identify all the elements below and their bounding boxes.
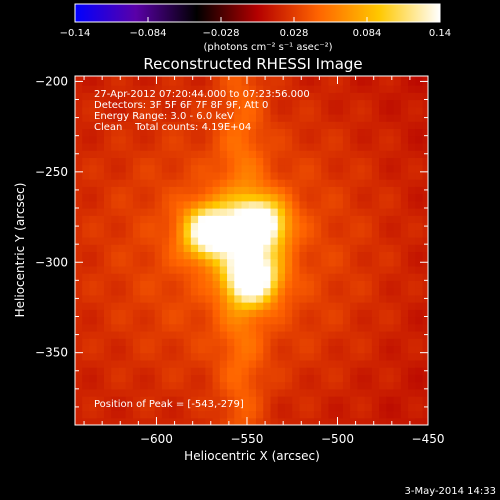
colorbar-units: (photons cm⁻² s⁻¹ asec⁻²)	[203, 42, 332, 53]
colorbar-tick-label: −0.14	[60, 28, 91, 39]
plot-frame	[74, 75, 429, 426]
x-tick-label: −450	[412, 432, 445, 446]
y-tick-label: −300	[35, 255, 68, 269]
colorbar-tick-label: −0.084	[129, 28, 166, 39]
colorbar-tick-label: −0.028	[202, 28, 239, 39]
x-tick-label: −600	[140, 432, 173, 446]
colorbar-tick-label: 0.084	[353, 28, 382, 39]
x-axis: −600 −550 −500 −450	[83, 76, 445, 446]
annotation-detectors: Detectors: 3F 5F 6F 7F 8F 9F, Att 0	[94, 100, 268, 111]
colorbar-ticks: −0.14 −0.084 −0.028 0.028 0.084 0.14	[60, 17, 451, 39]
annotation-time-range: 27-Apr-2012 07:20:44.000 to 07:23:56.000	[94, 89, 310, 100]
y-axis: −200 −250 −300 −350	[35, 74, 428, 426]
colorbar	[74, 3, 441, 23]
annotation-clean-counts: Clean Total counts: 4.19E+04	[94, 122, 251, 133]
y-tick-label: −250	[35, 165, 68, 179]
y-tick-label: −200	[35, 74, 68, 88]
colorbar-tick-label: 0.028	[280, 28, 309, 39]
chart-title: Reconstructed RHESSI Image	[143, 55, 362, 73]
x-tick-label: −500	[321, 432, 354, 446]
peak-position-label: Position of Peak = [-543,-279]	[94, 399, 244, 410]
x-tick-label: −550	[230, 432, 263, 446]
date-stamp: 3-May-2014 14:33	[404, 486, 496, 497]
annotation-energy-range: Energy Range: 3.0 - 6.0 keV	[94, 111, 234, 122]
y-axis-label: Heliocentric Y (arcsec)	[13, 183, 27, 318]
y-tick-label: −350	[35, 346, 68, 360]
colorbar-tick-label: 0.14	[429, 28, 451, 39]
image-pixels	[75, 76, 428, 425]
x-axis-label: Heliocentric X (arcsec)	[184, 449, 320, 463]
